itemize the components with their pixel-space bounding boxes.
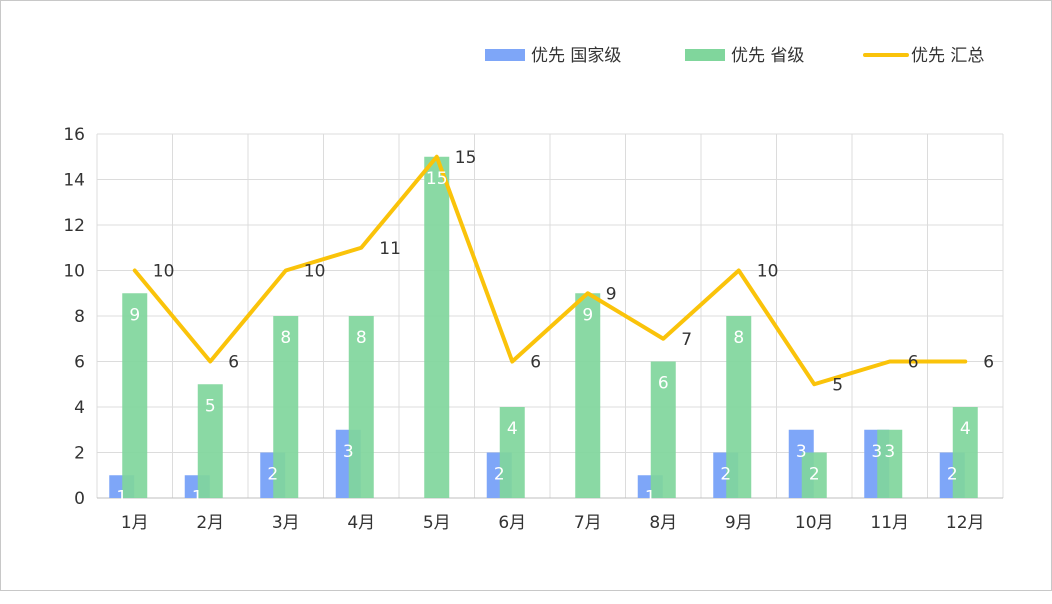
x-tick-label: 3月 — [272, 513, 300, 533]
bar-data-label: 9 — [129, 305, 140, 325]
legend-label: 优先 汇总 — [911, 46, 984, 66]
legend-label: 优先 国家级 — [531, 46, 621, 66]
line-data-label: 5 — [832, 375, 843, 395]
bar-data-label: 1 — [116, 487, 127, 507]
line-point — [133, 269, 137, 272]
y-axis: 0 2 4 6 8 10 12 14 16 — [63, 125, 85, 509]
bar — [575, 293, 601, 498]
bar-data-label: 5 — [205, 396, 216, 416]
x-tick-label: 10月 — [795, 513, 834, 533]
x-tick-label: 1月 — [121, 513, 149, 533]
line-data-label: 10 — [304, 262, 326, 282]
bar-data-label: 3 — [343, 442, 354, 462]
line-data-label: 9 — [606, 284, 617, 304]
y-tick-label: 4 — [74, 398, 85, 418]
bar — [650, 361, 676, 498]
line-data-label: 6 — [983, 353, 994, 373]
bar — [726, 316, 752, 498]
bar-data-label: 1 — [192, 487, 203, 507]
x-tick-label: 6月 — [498, 513, 526, 533]
line-point — [435, 155, 439, 159]
bar-data-label: 1 — [645, 487, 656, 507]
line-point — [812, 382, 816, 386]
y-tick-label: 8 — [74, 307, 85, 327]
y-tick-label: 12 — [63, 216, 85, 236]
bar-data-label: 4 — [960, 419, 971, 439]
legend-swatch — [685, 49, 725, 61]
line-point — [208, 360, 212, 363]
y-tick-label: 6 — [74, 353, 85, 373]
x-tick-label: 9月 — [725, 513, 753, 533]
bars — [109, 156, 978, 498]
y-tick-label: 0 — [74, 489, 85, 509]
legend-label: 优先 省级 — [731, 46, 804, 66]
bar-data-label: 3 — [796, 442, 807, 462]
line-data-label: 6 — [228, 353, 239, 373]
y-tick-label: 16 — [63, 125, 85, 145]
line-point — [510, 360, 514, 363]
bar — [801, 452, 827, 498]
bar-data-label: 3 — [871, 442, 882, 462]
line-point — [284, 269, 288, 272]
x-tick-label: 11月 — [870, 513, 909, 533]
bar-data-label: 4 — [507, 419, 518, 439]
chart-frame: 0 2 4 6 8 10 12 14 16 1月 2月 3月 4月 5月 6月 7月 8月 9月 10月 11月 12… — [0, 0, 1052, 591]
y-tick-label: 10 — [63, 262, 85, 282]
x-tick-label: 5月 — [423, 513, 451, 533]
bar-data-label: 8 — [356, 328, 367, 348]
bar — [877, 429, 903, 498]
line-data-label: 6 — [530, 353, 541, 373]
bar-data-label: 9 — [582, 305, 593, 325]
bar — [499, 407, 525, 498]
x-tick-label: 4月 — [347, 513, 375, 533]
bar-data-label: 8 — [733, 328, 744, 348]
y-tick-label: 14 — [63, 171, 85, 191]
line-point — [963, 360, 967, 363]
bar — [197, 384, 223, 498]
line-point — [661, 337, 665, 341]
line-data-label: 7 — [681, 330, 692, 350]
bar — [122, 293, 148, 498]
bar-data-label: 15 — [426, 169, 448, 189]
bar-data-label: 8 — [280, 328, 291, 348]
bar-data-label: 2 — [809, 465, 820, 485]
line-data-label: 6 — [908, 353, 919, 373]
bar — [273, 316, 299, 498]
line-data-label: 10 — [757, 262, 779, 282]
bar — [424, 156, 450, 498]
bar-data-label: 2 — [720, 465, 731, 485]
y-tick-label: 2 — [74, 444, 85, 464]
x-tick-label: 7月 — [574, 513, 602, 533]
bar — [348, 316, 374, 498]
bar-data-label: 2 — [494, 465, 505, 485]
bar-data-label: 6 — [658, 374, 669, 394]
x-tick-label: 2月 — [196, 513, 224, 533]
bar — [952, 407, 978, 498]
line-data-label: 15 — [455, 148, 477, 168]
bar-data-label: 2 — [947, 465, 958, 485]
line-point — [586, 291, 590, 295]
x-tick-label: 8月 — [649, 513, 677, 533]
line-point — [888, 360, 892, 363]
line-data-label: 10 — [153, 262, 175, 282]
line-point — [737, 269, 741, 272]
bar-data-label: 3 — [884, 442, 895, 462]
legend: 优先 国家级 优先 省级 优先 汇总 — [485, 46, 984, 66]
total-series-line — [132, 154, 968, 387]
line-point — [359, 246, 363, 250]
legend-swatch — [485, 49, 525, 61]
bar-data-label: 2 — [267, 465, 278, 485]
grid-lines — [96, 133, 1004, 499]
x-axis: 1月 2月 3月 4月 5月 6月 7月 8月 9月 10月 11月 12月 — [97, 497, 1003, 533]
total-line — [132, 154, 968, 387]
x-tick-label: 12月 — [946, 513, 985, 533]
line-data-label: 11 — [379, 239, 401, 259]
